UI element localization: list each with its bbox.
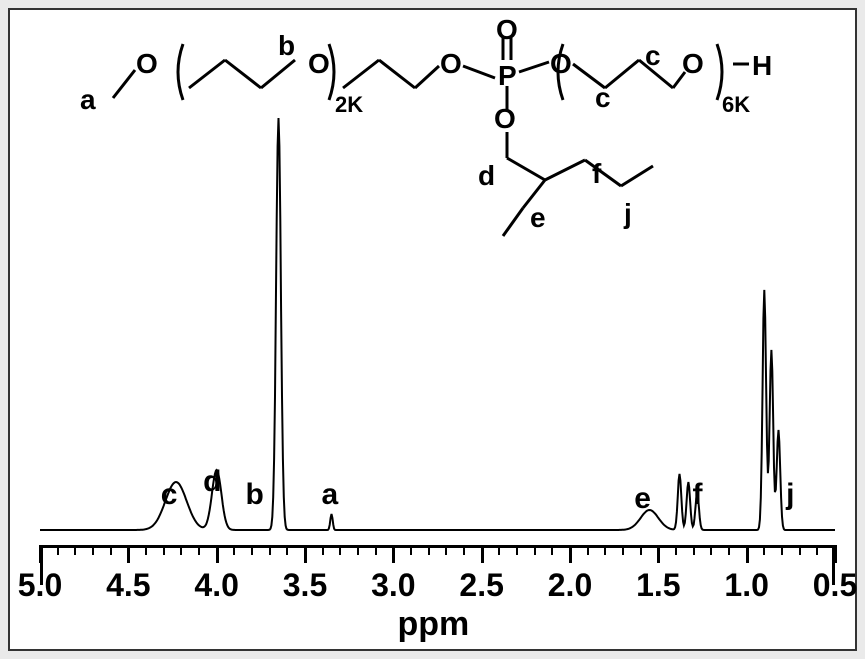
tick-minor	[728, 545, 730, 555]
peak-label-e: e	[634, 482, 651, 516]
tick-minor	[604, 545, 606, 555]
tick-minor	[233, 545, 235, 555]
tick-minor	[516, 545, 518, 555]
peak-label-c: c	[161, 478, 178, 512]
figure-panel: ab2Kcc6KHOOOOOOOPdefj cdbaefj 5.04.54.03…	[8, 8, 857, 651]
tick-minor	[551, 545, 553, 555]
tick-label: 1.5	[636, 567, 680, 604]
tick-major	[746, 545, 749, 563]
tick-major	[304, 545, 307, 563]
x-axis-title: ppm	[398, 605, 470, 644]
tick-minor	[322, 545, 324, 555]
tick-minor	[534, 545, 536, 555]
tick-minor	[269, 545, 271, 555]
peak-label-d: d	[203, 465, 221, 499]
peak-label-f: f	[693, 478, 703, 512]
tick-minor	[57, 545, 59, 555]
tick-minor	[428, 545, 430, 555]
peak-label-b: b	[246, 478, 264, 512]
tick-label: 4.0	[194, 567, 238, 604]
tick-minor	[74, 545, 76, 555]
tick-minor	[640, 545, 642, 555]
spectrum-trace	[40, 118, 835, 530]
peak-label-a: a	[322, 478, 339, 512]
tick-minor	[622, 545, 624, 555]
tick-minor	[357, 545, 359, 555]
tick-minor	[816, 545, 818, 555]
tick-minor	[410, 545, 412, 555]
tick-minor	[110, 545, 112, 555]
tick-minor	[675, 545, 677, 555]
tick-major	[834, 545, 837, 563]
tick-major	[569, 545, 572, 563]
tick-major	[39, 545, 42, 563]
tick-minor	[763, 545, 765, 555]
tick-minor	[693, 545, 695, 555]
x-axis	[40, 545, 835, 585]
tick-minor	[339, 545, 341, 555]
tick-minor	[781, 545, 783, 555]
tick-label: 1.0	[724, 567, 768, 604]
tick-major	[657, 545, 660, 563]
tick-minor	[92, 545, 94, 555]
tick-minor	[180, 545, 182, 555]
tick-major	[481, 545, 484, 563]
tick-label: 3.0	[371, 567, 415, 604]
tick-minor	[251, 545, 253, 555]
peak-label-j: j	[786, 478, 794, 512]
tick-minor	[799, 545, 801, 555]
tick-minor	[498, 545, 500, 555]
tick-minor	[710, 545, 712, 555]
tick-minor	[198, 545, 200, 555]
tick-minor	[587, 545, 589, 555]
tick-minor	[375, 545, 377, 555]
tick-minor	[445, 545, 447, 555]
tick-label: 4.5	[106, 567, 150, 604]
tick-minor	[286, 545, 288, 555]
tick-major	[127, 545, 130, 563]
tick-label: 2.0	[548, 567, 592, 604]
tick-label: 5.0	[18, 567, 62, 604]
tick-minor	[145, 545, 147, 555]
tick-label: 0.5	[813, 567, 857, 604]
tick-label: 2.5	[459, 567, 503, 604]
tick-major	[392, 545, 395, 563]
tick-major	[216, 545, 219, 563]
tick-minor	[163, 545, 165, 555]
tick-minor	[463, 545, 465, 555]
tick-label: 3.5	[283, 567, 327, 604]
